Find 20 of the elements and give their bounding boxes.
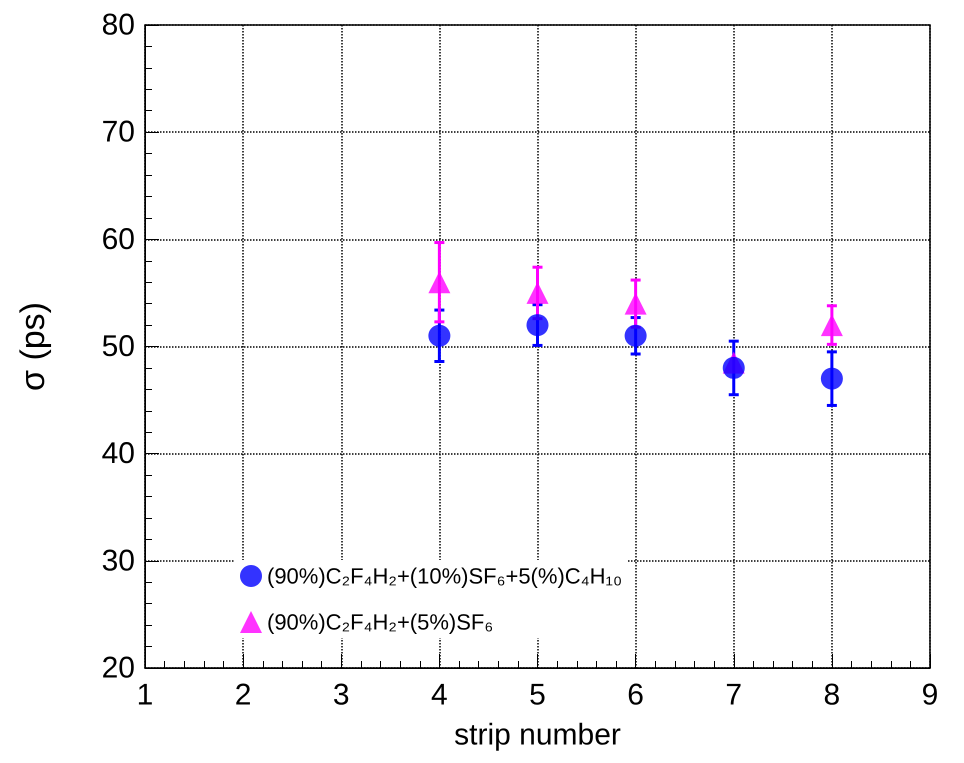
- x-tick-label: 8: [824, 678, 840, 712]
- x-tick-label: 1: [136, 678, 154, 712]
- x-axis-title: strip number: [454, 718, 621, 752]
- y-axis-title: σ (ps): [14, 302, 52, 391]
- x-tick-label: 5: [529, 678, 546, 712]
- y-tick-label: 50: [102, 330, 135, 363]
- y-tick-label: 20: [102, 652, 135, 684]
- x-tick-label: 2: [234, 678, 252, 712]
- x-tick-label: 7: [725, 678, 742, 712]
- y-tick-label: 70: [102, 116, 135, 149]
- legend-label: (90%)C₂F₄H₂+(5%)SF₆: [267, 610, 494, 634]
- x-tick-label: 4: [431, 678, 448, 712]
- y-tick-label: 40: [102, 437, 135, 470]
- x-tick-label: 6: [627, 678, 644, 712]
- y-tick-label: 80: [102, 8, 135, 42]
- x-tick-label: 3: [332, 678, 350, 712]
- y-tick-label: 60: [102, 222, 135, 256]
- y-tick-label: 30: [102, 544, 135, 578]
- legend-label: (90%)C₂F₄H₂+(10%)SF₆+5(%)C₄H₁₀: [267, 564, 622, 588]
- x-tick-label: 9: [922, 678, 938, 712]
